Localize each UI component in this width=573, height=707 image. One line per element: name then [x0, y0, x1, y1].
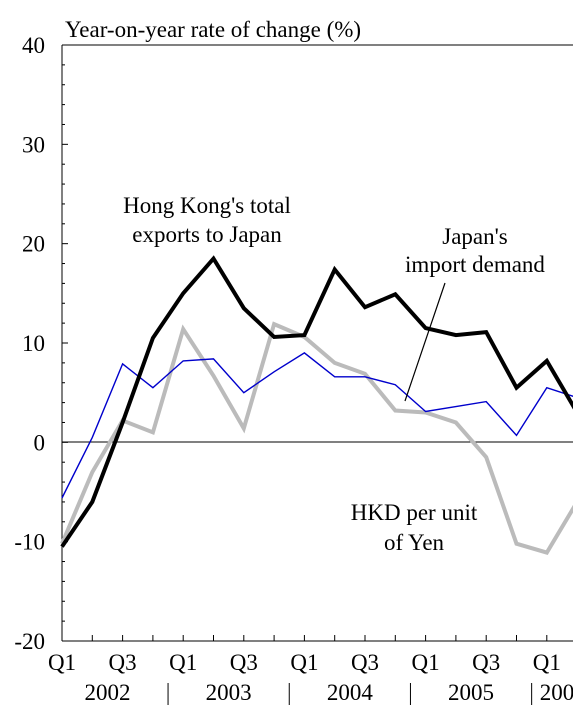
y-tick-label: 30	[22, 132, 45, 157]
series-lines	[60, 255, 573, 555]
annotation-japan-import-pointer	[404, 282, 446, 402]
axes	[61, 44, 573, 642]
x-tick-label: Q1	[533, 650, 561, 675]
annotation-hk-exports-line-2: exports to Japan	[132, 222, 282, 247]
y-tick-label: 40	[22, 33, 45, 58]
series-line-japan-import-demand	[61, 352, 573, 499]
x-ticks: Q1 Q3 Q1 Q3 Q1 Q3 Q1 Q3 Q1 2002 2003 2004 2005 2006	[48, 635, 573, 705]
x-tick-label: Q3	[109, 650, 137, 675]
y-tick-label: 20	[22, 232, 45, 257]
x-tick-label: Q1	[169, 650, 197, 675]
year-label: 2003	[206, 680, 252, 705]
year-label: 2006	[540, 680, 573, 705]
y-ticks: -20 -10 0 10 20 30 40	[14, 33, 68, 654]
annotation-japan-import-line-2: import demand	[405, 252, 545, 277]
year-label: 2005	[448, 680, 494, 705]
series-line-hkd-per-yen	[60, 321, 573, 555]
y-tick-label: -20	[14, 629, 45, 654]
annotation-hk-exports-line-1: Hong Kong's total	[123, 193, 291, 218]
annotation-hkd-yen-line-1: HKD per unit	[351, 500, 478, 525]
x-tick-label: Q1	[48, 650, 76, 675]
y-tick-label: 0	[34, 430, 46, 455]
series-line-hk-exports	[60, 255, 573, 548]
x-tick-label: Q3	[472, 650, 500, 675]
y-tick-label: -10	[14, 530, 45, 555]
y-tick-label: 10	[22, 331, 45, 356]
x-tick-label: Q1	[412, 650, 440, 675]
annotation-hkd-yen: HKD per unit of Yen	[351, 500, 478, 555]
x-tick-label: Q1	[290, 650, 318, 675]
x-tick-label: Q3	[351, 650, 379, 675]
annotation-hkd-yen-line-2: of Yen	[384, 530, 445, 555]
year-label: 2002	[84, 680, 130, 705]
annotation-japan-import: Japan's import demand	[404, 224, 545, 402]
year-label: 2004	[327, 680, 374, 705]
annotation-hk-exports: Hong Kong's total exports to Japan	[123, 193, 291, 247]
x-tick-label: Q3	[230, 650, 258, 675]
chart-title: Year-on-year rate of change (%)	[65, 17, 361, 42]
annotation-japan-import-line-1: Japan's	[442, 224, 508, 249]
